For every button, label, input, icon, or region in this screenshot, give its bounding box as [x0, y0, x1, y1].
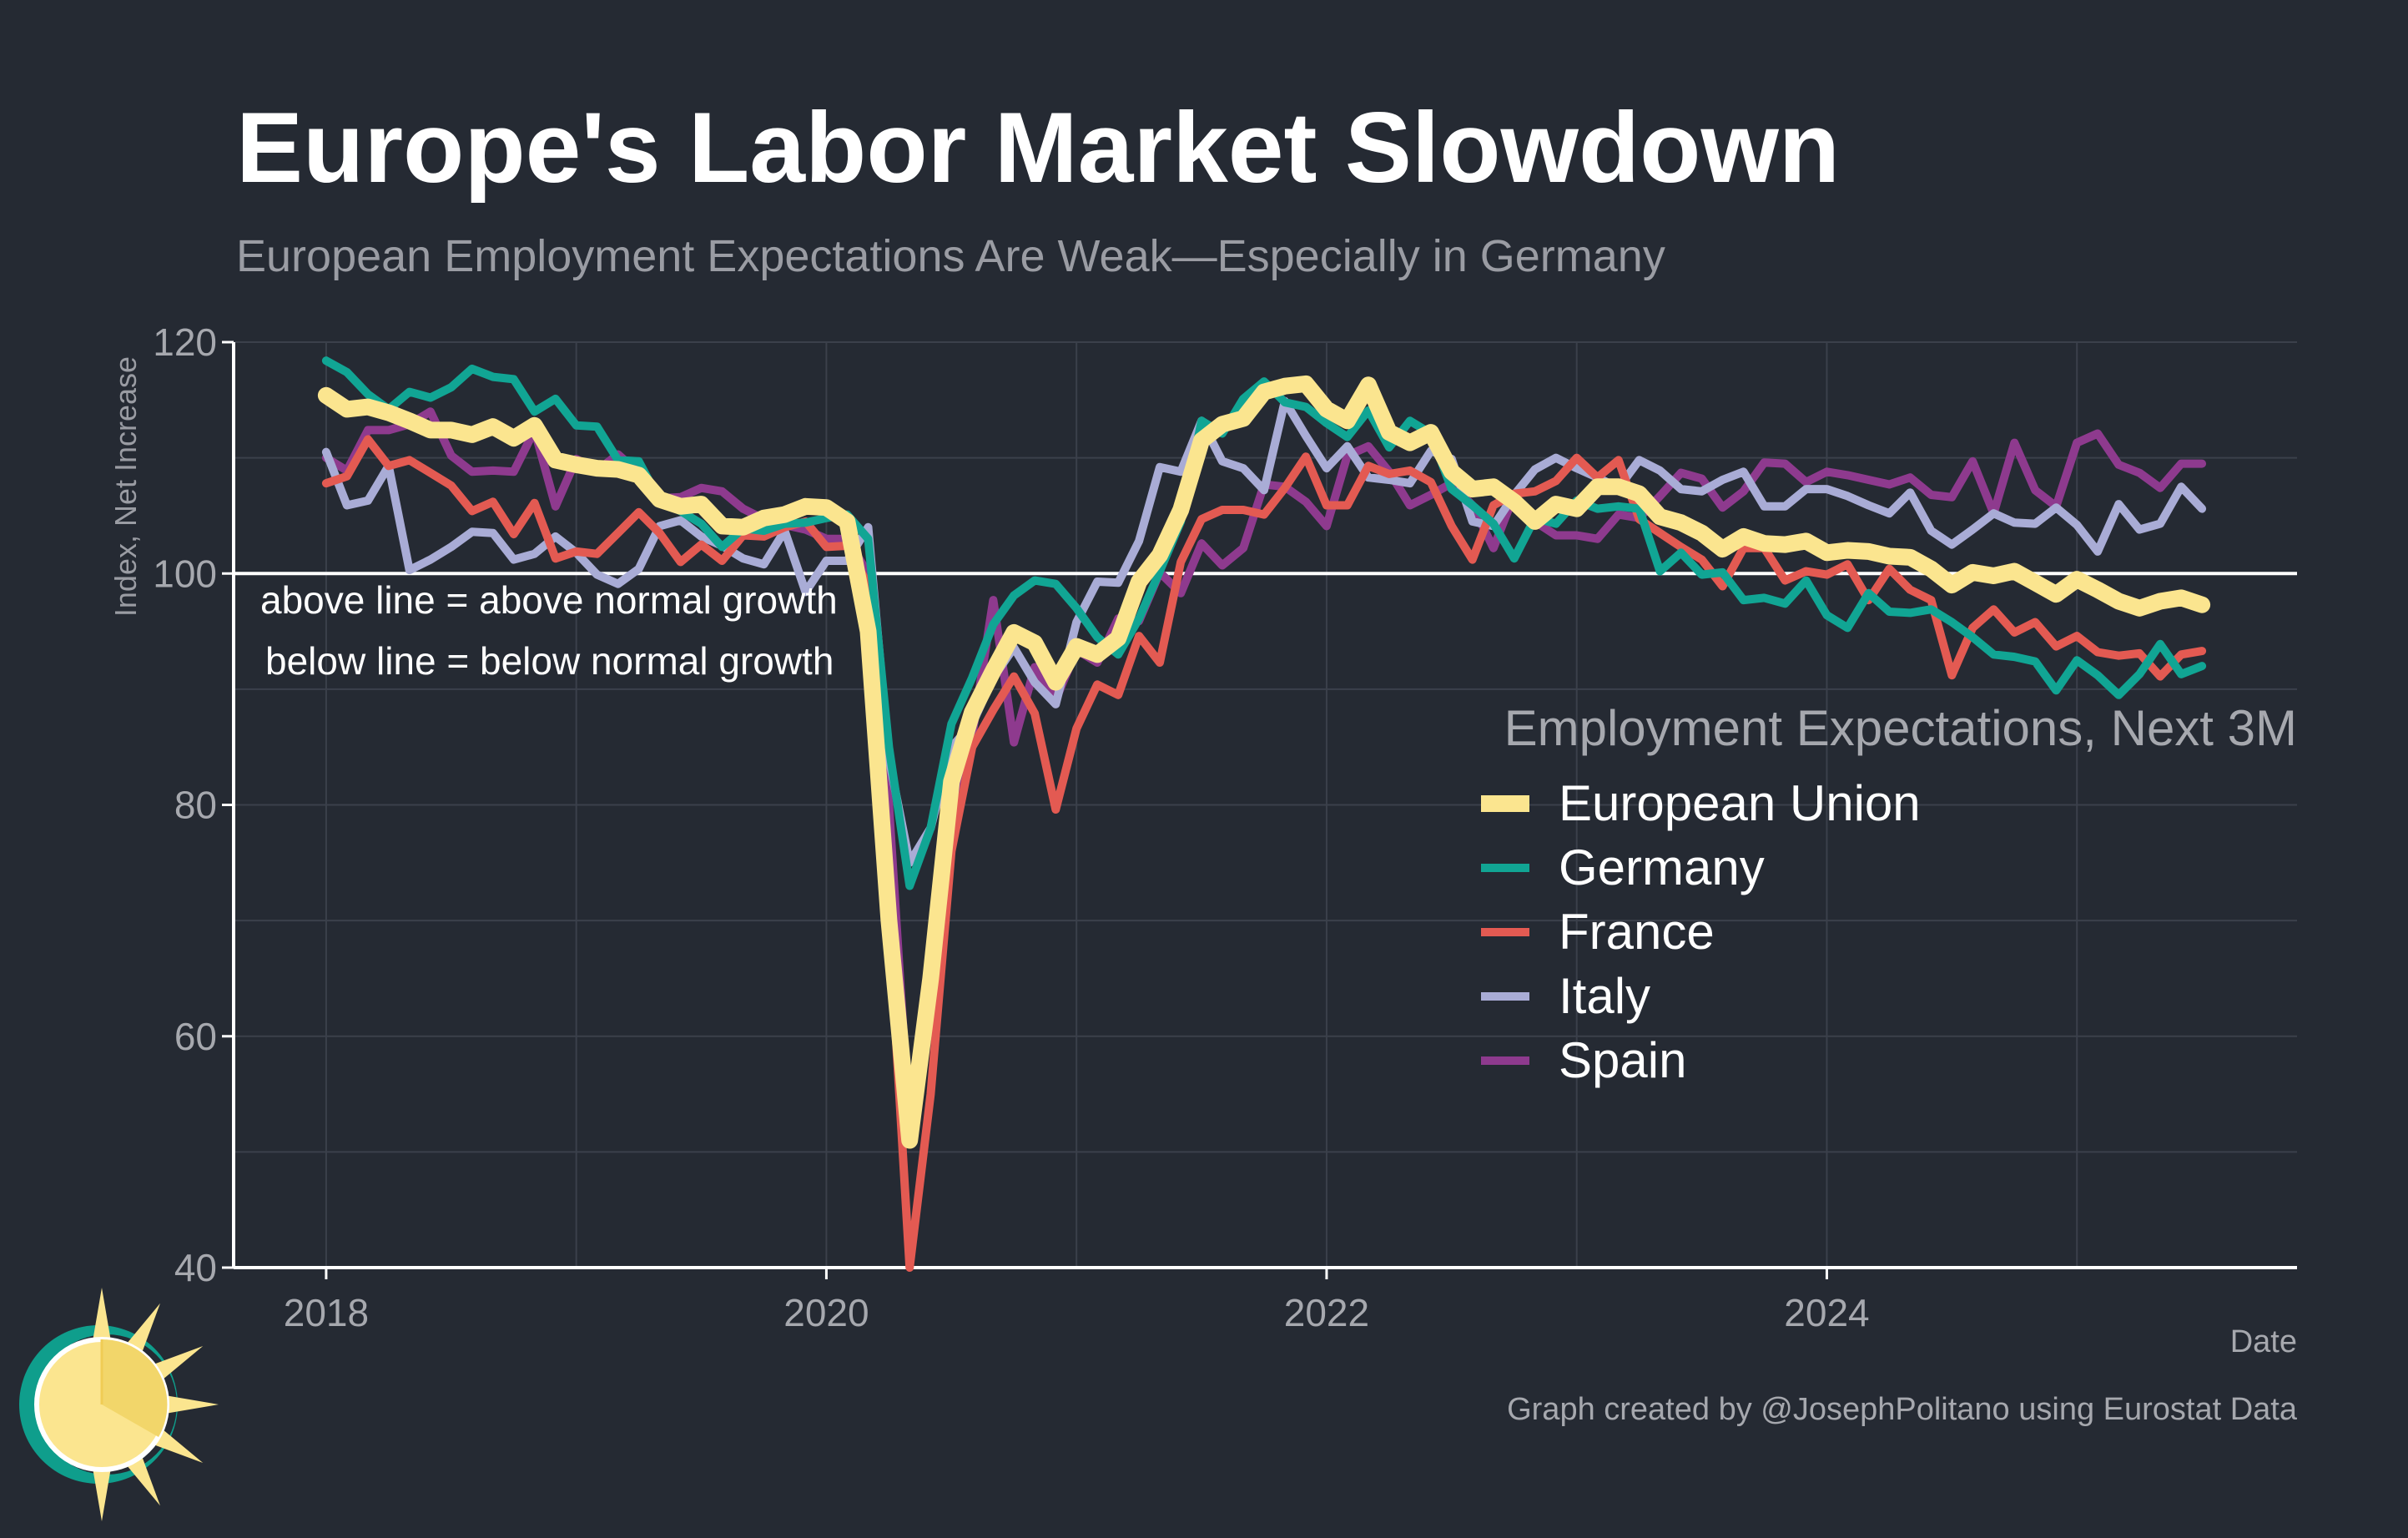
- legend-items: European Union Germany France Italy Spain: [1481, 775, 1921, 1088]
- x-tick-label: 2022: [1284, 1291, 1369, 1334]
- sun-ray: [127, 1303, 160, 1352]
- axes: [222, 340, 2297, 1279]
- annotation-below: below line = below normal growth: [265, 639, 834, 683]
- annotation-above: above line = above normal growth: [260, 578, 838, 622]
- x-axis-title: Date: [2230, 1324, 2297, 1359]
- legend-label: Germany: [1559, 840, 1765, 895]
- gridlines: [234, 341, 2297, 1268]
- legend: Employment Expectations, Next 3M Europea…: [1481, 700, 2297, 1088]
- y-tick-label: 80: [174, 784, 217, 827]
- sun-rays: [93, 1288, 219, 1521]
- y-tick-label: 40: [174, 1246, 217, 1289]
- legend-label: Spain: [1559, 1032, 1686, 1088]
- x-tick-label: 2018: [284, 1291, 369, 1334]
- series-line-european-union: [317, 375, 2211, 1149]
- x-tick-label: 2020: [783, 1291, 869, 1334]
- y-tick-label: 120: [153, 320, 217, 364]
- y-tick-label: 60: [174, 1015, 217, 1058]
- series-lines: [317, 356, 2211, 1272]
- y-tick-labels: 40 60 80 100 120: [153, 320, 217, 1289]
- sun-ray: [93, 1470, 111, 1521]
- x-tick-labels: 2018 2020 2022 2024: [284, 1291, 1870, 1334]
- sun-ray: [168, 1395, 219, 1414]
- sun-shade: [102, 1339, 168, 1437]
- sun-ray: [154, 1346, 204, 1379]
- sun-ray: [127, 1457, 160, 1506]
- x-tick-label: 2024: [1784, 1291, 1869, 1334]
- y-axis-title: Index, Net Increase: [108, 356, 143, 617]
- legend-title: Employment Expectations, Next 3M: [1504, 700, 2297, 756]
- legend-label: Italy: [1559, 968, 1650, 1024]
- source-caption: Graph created by @JosephPolitano using E…: [1507, 1392, 2298, 1427]
- chart-subtitle: European Employment Expectations Are Wea…: [236, 231, 1665, 281]
- sun-logo: [19, 1288, 219, 1521]
- y-tick-label: 100: [153, 552, 217, 595]
- legend-label: European Union: [1559, 775, 1921, 831]
- legend-label: France: [1559, 904, 1715, 960]
- series-line-italy: [321, 396, 2207, 867]
- sun-ray: [154, 1430, 204, 1463]
- series-line-germany: [321, 356, 2207, 890]
- sun-ray: [93, 1288, 111, 1339]
- chart-title: Europe's Labor Market Slowdown: [236, 92, 1840, 204]
- series-line-france: [321, 435, 2207, 1272]
